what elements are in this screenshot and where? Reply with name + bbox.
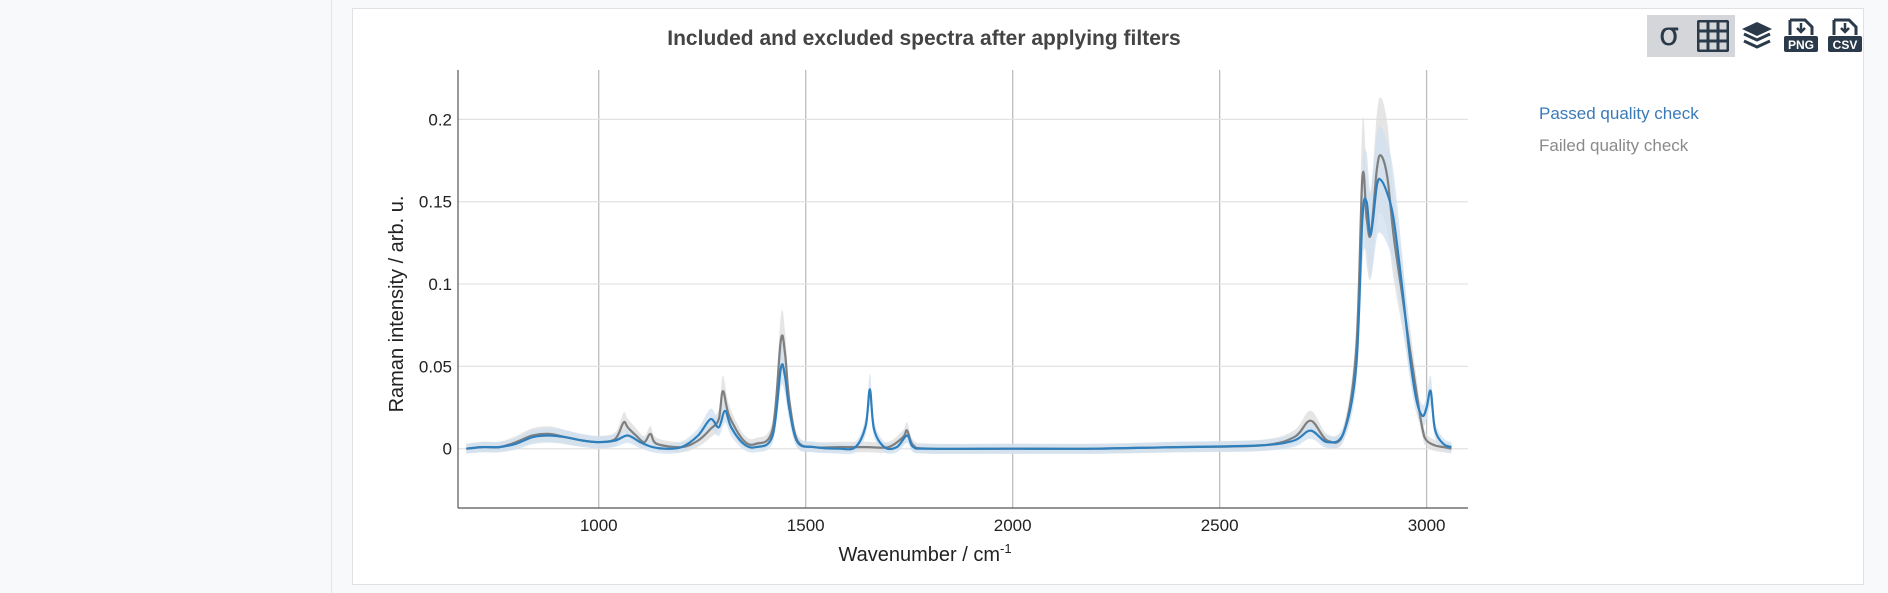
- sigma-button[interactable]: σ: [1647, 15, 1691, 57]
- x-tick-label: 1500: [787, 516, 825, 535]
- legend-item-passed[interactable]: Passed quality check: [1539, 104, 1699, 123]
- x-axis-label-superscript: -1: [1000, 541, 1012, 556]
- x-axis-label-text: Wavenumber / cm: [838, 544, 1000, 566]
- y-tick-label: 0.05: [419, 357, 452, 376]
- layers-button[interactable]: [1735, 15, 1779, 57]
- confidence-bands: [466, 97, 1452, 455]
- x-tick-label: 2500: [1201, 516, 1239, 535]
- x-tick-label: 3000: [1408, 516, 1446, 535]
- x-tick-label: 1000: [580, 516, 618, 535]
- x-axis-label: Wavenumber / cm-1: [838, 541, 1011, 566]
- plot-card: [352, 8, 1864, 585]
- table-icon: [1697, 20, 1729, 52]
- y-tick-label: 0.2: [428, 110, 452, 129]
- left-side-panel: [0, 0, 332, 593]
- band-passed: [466, 125, 1452, 455]
- chart-title: Included and excluded spectra after appl…: [667, 27, 1180, 50]
- csv-export-button[interactable]: CSV: [1823, 15, 1867, 57]
- png-export-button[interactable]: PNG: [1779, 15, 1823, 57]
- chart-legend: Passed quality check Failed quality chec…: [1539, 98, 1699, 162]
- tick-labels: 1000 1500 2000 2500 3000 0 0.05 0.1 0.15 0.2: [419, 110, 1446, 535]
- y-axis-label: Raman intensity / arb. u.: [386, 196, 408, 413]
- sigma-icon: σ: [1658, 15, 1680, 53]
- y-tick-label: 0.1: [428, 275, 452, 294]
- layers-icon: [1742, 22, 1772, 49]
- series-lines: [466, 154, 1452, 451]
- axes: [457, 70, 1468, 509]
- band-failed: [466, 97, 1452, 454]
- legend-item-failed[interactable]: Failed quality check: [1539, 136, 1689, 155]
- y-tick-label: 0: [443, 440, 452, 459]
- csv-label: CSV: [1833, 38, 1858, 52]
- chart-toolbar: σ PNG CSV: [1647, 15, 1867, 57]
- y-tick-label: 0.15: [419, 193, 452, 212]
- series-line-failed: [466, 154, 1452, 451]
- x-tick-label: 2000: [994, 516, 1032, 535]
- table-button[interactable]: [1691, 15, 1735, 57]
- series-line-passed: [466, 177, 1452, 451]
- png-export-icon: PNG: [1784, 18, 1818, 52]
- png-label: PNG: [1788, 38, 1814, 52]
- csv-export-icon: CSV: [1828, 18, 1862, 52]
